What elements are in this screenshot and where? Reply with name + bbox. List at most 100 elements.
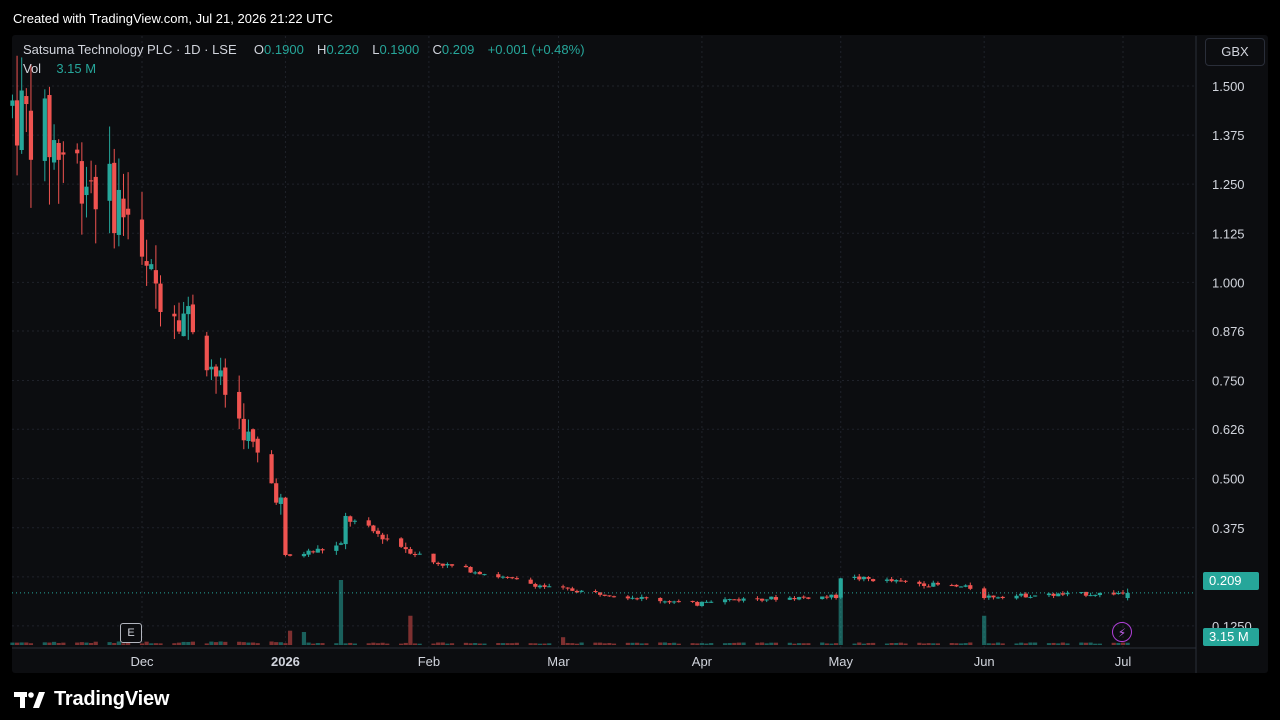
volume-bar	[917, 642, 922, 645]
volume-bar	[274, 642, 279, 645]
candle-body	[667, 601, 672, 603]
volume-bar	[19, 642, 24, 645]
candle-body	[741, 598, 746, 601]
candle-body	[482, 574, 487, 576]
y-tick-label: 0.375	[1212, 521, 1245, 536]
volume-bar	[149, 643, 154, 645]
candle-body	[796, 597, 802, 600]
volume-bar	[93, 641, 98, 645]
y-tick-label: 1.000	[1212, 275, 1245, 290]
candle-body	[1120, 592, 1126, 594]
volume-bar	[602, 643, 607, 645]
candle-body	[47, 95, 52, 158]
candle-body	[635, 598, 640, 600]
volume-legend: Vol 3.15 M	[23, 61, 96, 76]
candle-body	[1051, 593, 1056, 596]
volume-bar	[269, 641, 274, 645]
volume-bar	[1079, 642, 1084, 645]
volume-bar	[255, 643, 260, 645]
volume-bar	[528, 643, 533, 645]
candle-body	[223, 367, 228, 395]
volume-bar	[1097, 643, 1102, 645]
candle-body	[218, 370, 223, 377]
candle-body	[287, 554, 293, 556]
volume-bar	[884, 643, 890, 645]
candle-body	[547, 586, 552, 588]
candle-body	[79, 161, 84, 204]
volume-bar	[385, 643, 390, 645]
candle-body	[371, 525, 376, 532]
candle-body	[894, 580, 899, 582]
candle-body	[662, 601, 667, 603]
currency-button[interactable]: GBX	[1205, 38, 1265, 66]
candle-body	[639, 596, 644, 599]
volume-bar	[871, 642, 876, 645]
volume-bar	[565, 642, 570, 645]
chart-panel[interactable]	[12, 35, 1268, 673]
volume-bar	[991, 643, 996, 645]
volume-bar	[144, 641, 149, 645]
candle-body	[473, 572, 478, 574]
candle-body	[1097, 592, 1102, 596]
volume-bar	[496, 643, 501, 645]
candle-body	[917, 581, 922, 584]
candle-body	[186, 306, 191, 315]
volume-bar	[861, 643, 866, 645]
candle-body	[408, 549, 413, 554]
candle-body	[176, 320, 182, 332]
candle-body	[806, 597, 811, 599]
candle-body	[644, 597, 649, 599]
volume-bar	[574, 643, 580, 645]
volume-bar	[1051, 642, 1056, 645]
candle-body	[672, 601, 677, 603]
candle-body	[237, 391, 242, 419]
candle-body	[204, 335, 209, 371]
tradingview-logo[interactable]: TradingView	[14, 688, 169, 711]
candle-body	[704, 601, 709, 603]
candle-body	[560, 586, 566, 588]
candle-body	[366, 520, 371, 526]
volume-bar	[676, 643, 681, 645]
volume-bar	[898, 642, 903, 645]
candle-body	[51, 140, 57, 163]
volume-label: Vol	[23, 61, 42, 76]
candle-body	[533, 583, 538, 587]
earnings-badge[interactable]: E	[120, 623, 142, 643]
volume-bar	[204, 643, 209, 645]
candle-body	[889, 579, 894, 582]
volume-bar	[116, 641, 121, 645]
volume-bar	[352, 643, 357, 645]
volume-bar	[121, 643, 126, 645]
volume-bar	[921, 643, 927, 645]
volume-bar	[47, 642, 52, 645]
candle-body	[986, 595, 991, 598]
symbol-name: Satsuma Technology PLC · 1D · LSE	[23, 42, 237, 57]
candle-body	[537, 585, 543, 588]
candle-body	[736, 599, 742, 601]
volume-bar	[278, 642, 283, 645]
candle-body	[1125, 592, 1130, 599]
volume-bar	[408, 615, 413, 645]
candle-body	[306, 550, 311, 555]
candle-body	[857, 576, 862, 580]
candle-body	[42, 98, 47, 161]
volume-bar	[866, 642, 871, 645]
candle-body	[954, 584, 959, 587]
volume-bar	[690, 643, 695, 645]
volume-bar	[695, 643, 700, 645]
candle-body	[255, 438, 260, 453]
candle-body	[871, 579, 876, 582]
volume-bar	[79, 642, 84, 645]
volume-bar	[468, 643, 473, 645]
candle-body	[139, 219, 145, 257]
candle-body	[440, 563, 445, 566]
volume-bar	[667, 642, 672, 645]
candle-body	[1000, 596, 1005, 599]
volume-value: 3.15 M	[56, 61, 97, 76]
volume-bar	[963, 643, 968, 645]
bolt-icon[interactable]: ⚡	[1112, 622, 1132, 642]
volume-bar	[1032, 642, 1038, 645]
volume-bar	[399, 643, 404, 645]
volume-bar	[796, 643, 802, 645]
